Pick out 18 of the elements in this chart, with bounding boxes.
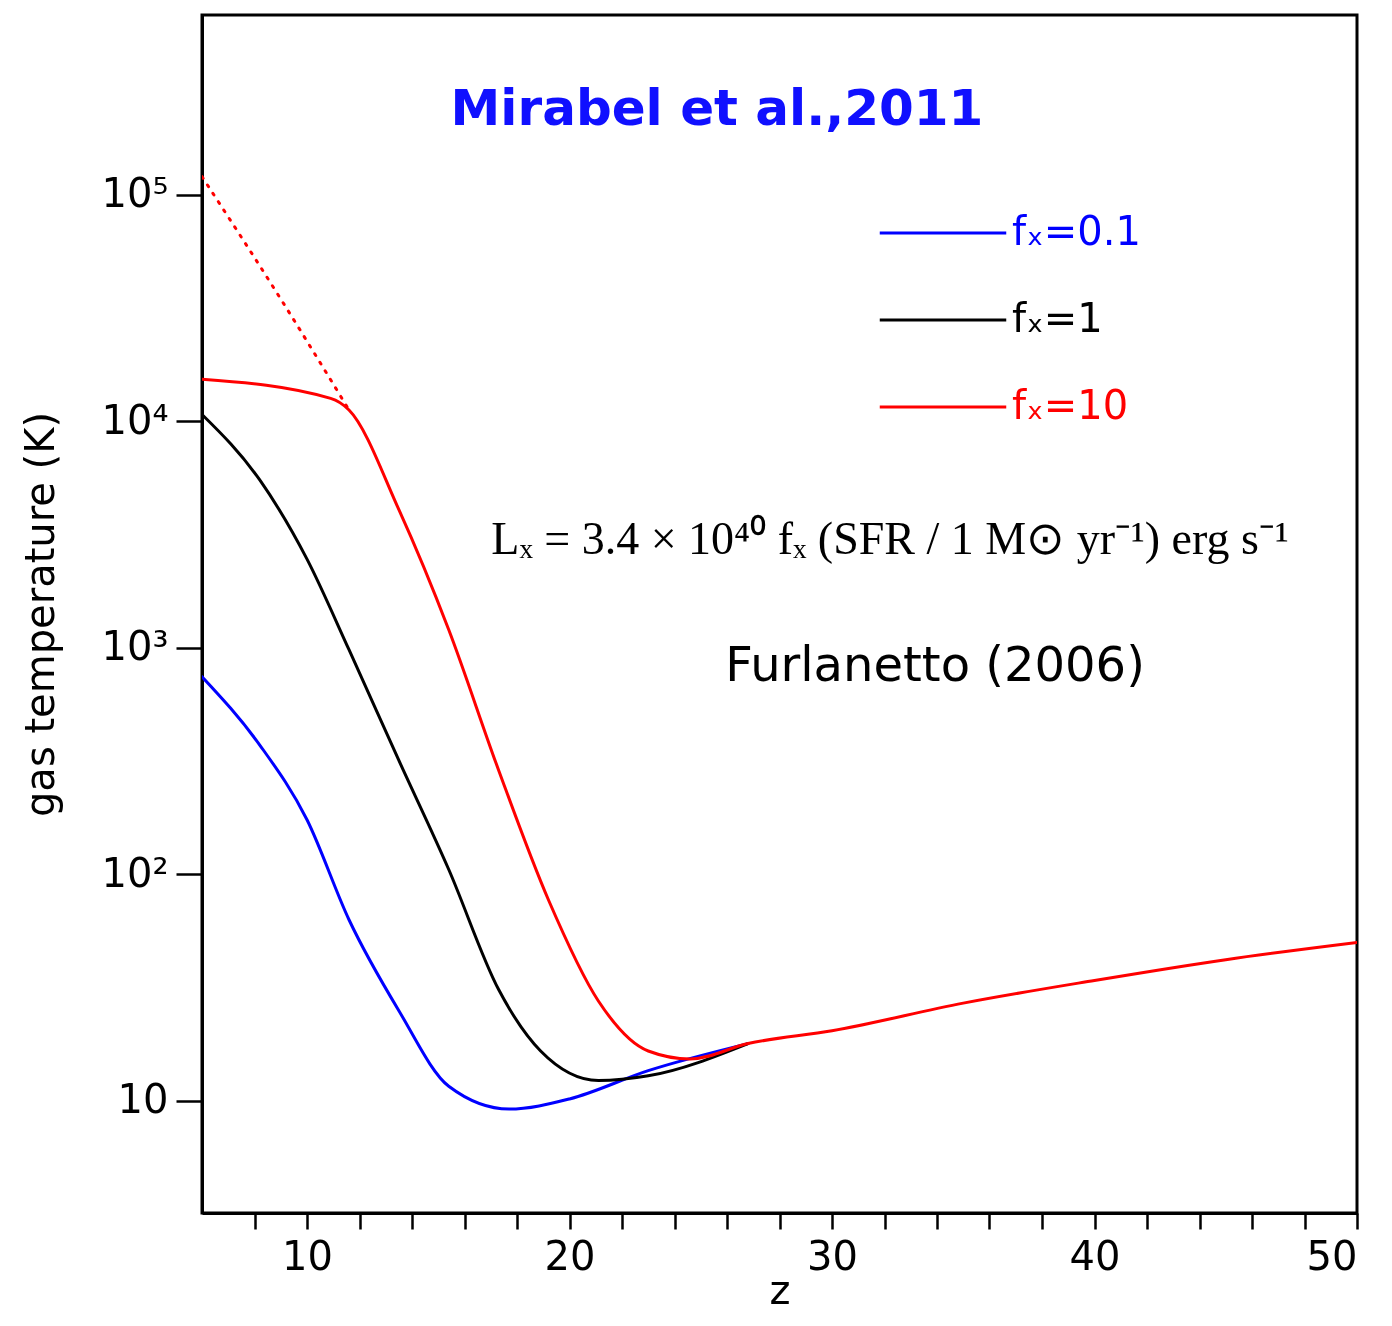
y-axis-title: gas temperature (K) bbox=[16, 411, 63, 818]
y-tick-label: 10 bbox=[117, 1076, 169, 1123]
y-tick-label: 10⁴ bbox=[101, 396, 169, 443]
annotation: Lₓ = 3.4 × 10⁴⁰ fₓ (SFR / 1 M⊙ yr⁻¹) erg s⁻¹ bbox=[491, 513, 1289, 564]
x-tick-label: 50 bbox=[1306, 1232, 1358, 1279]
text: Mirabel et al.,2011 bbox=[450, 79, 984, 137]
x-tick-label: 30 bbox=[807, 1232, 858, 1279]
x-axis-title: z bbox=[769, 1266, 791, 1313]
x-tick-label: 40 bbox=[1069, 1232, 1121, 1279]
annotation: Furlanetto (2006) bbox=[725, 636, 1145, 692]
y-tick-label: 10³ bbox=[101, 623, 169, 670]
y-tick-label: 10⁵ bbox=[101, 170, 169, 217]
y-tick-label: 10² bbox=[101, 849, 169, 896]
legend-label: fₓ=0.1 bbox=[1012, 208, 1141, 254]
legend-label: fₓ=10 bbox=[1012, 382, 1129, 428]
x-tick-label: 20 bbox=[544, 1232, 596, 1279]
legend-label: fₓ=1 bbox=[1012, 295, 1103, 341]
x-tick-label: 10 bbox=[282, 1232, 333, 1279]
